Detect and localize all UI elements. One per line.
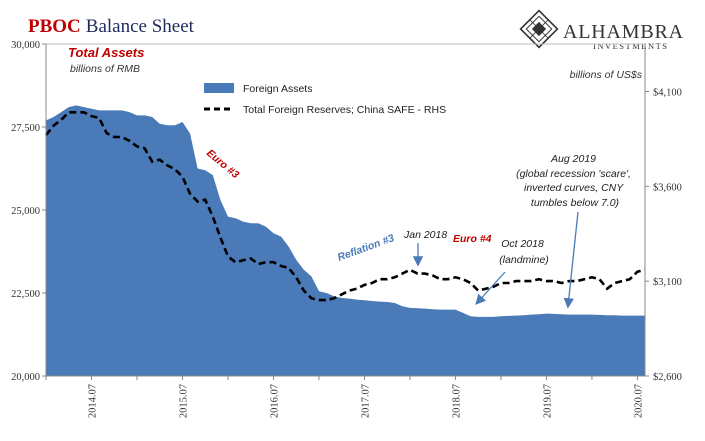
aug2019-line-1: Aug 2019 — [550, 153, 596, 165]
right-axis-ticks: $4,100 $3,600 $3,100 $2,600 — [645, 87, 682, 383]
left-axis-ticks: 30,000 27,500 25,000 22,500 20,000 — [11, 40, 46, 383]
right-tick-label: $3,600 — [653, 182, 682, 193]
legend: Foreign Assets Total Foreign Reserves; C… — [204, 83, 446, 116]
left-tick-label: 22,500 — [11, 289, 40, 300]
logo-sub: INVESTMENTS — [593, 41, 669, 51]
annotation-aug2019: Aug 2019 (global recession 'scare', inve… — [516, 153, 634, 209]
aug2019-line-3: inverted curves, CNY — [524, 182, 624, 194]
title-balance-sheet: Balance Sheet — [86, 16, 195, 37]
right-tick-label: $4,100 — [653, 87, 682, 98]
right-axis-unit: billions of US$s — [570, 69, 643, 81]
oct2018-arrow — [475, 271, 506, 305]
legend-label-reserves: Total Foreign Reserves; China SAFE - RHS — [243, 104, 446, 116]
left-axis-title: Total Assets — [68, 45, 144, 60]
x-tick-label: 2017.07 — [361, 384, 372, 418]
x-tick-label: 2015.07 — [179, 384, 190, 418]
series-total-foreign-reserves-line — [44, 111, 646, 302]
left-tick-label: 27,500 — [11, 123, 40, 134]
annotation-reflation3: Reflation #3 — [336, 232, 396, 264]
right-tick-label: $2,600 — [653, 372, 682, 383]
foreign-assets-area-layer — [46, 105, 645, 377]
aug2019-arrow — [563, 211, 579, 309]
reserves-line-layer — [44, 111, 646, 302]
x-axis-ticks: 2014.07 2015.07 2016.07 2017.07 2018.07 2019.… — [45, 376, 644, 418]
right-tick-label: $3,100 — [653, 277, 682, 288]
logo-diamond-icon — [519, 9, 559, 49]
left-tick-label: 25,000 — [11, 206, 40, 217]
chart-title: PBOC Balance Sheet — [28, 16, 195, 37]
title-pboc: PBOC — [28, 16, 81, 37]
left-tick-label: 20,000 — [11, 372, 40, 383]
x-tick-label: 2019.07 — [542, 384, 553, 418]
x-tick-label: 2018.07 — [451, 384, 462, 418]
annotation-euro4: Euro #4 — [453, 233, 492, 245]
x-tick-label: 2016.07 — [270, 384, 281, 418]
left-tick-label: 30,000 — [11, 40, 40, 51]
legend-label-foreign-assets: Foreign Assets — [243, 83, 312, 95]
left-axis-unit: billions of RMB — [70, 63, 140, 75]
oct2018-line-1: Oct 2018 — [501, 238, 544, 250]
oct2018-line-2: (landmine) — [499, 254, 549, 266]
aug2019-line-4: tumbles below 7.0) — [531, 197, 619, 209]
x-tick-label: 2014.07 — [88, 384, 99, 418]
alhambra-logo: ALHAMBRA INVESTMENTS — [519, 9, 684, 51]
legend-swatch-foreign-assets — [204, 83, 234, 93]
aug2019-line-2: (global recession 'scare', — [516, 168, 631, 180]
logo-name: ALHAMBRA — [563, 21, 684, 43]
x-tick-label: 2020.07 — [633, 384, 644, 418]
series-foreign-assets-area — [46, 105, 645, 377]
annotation-oct2018: Oct 2018 (landmine) — [499, 238, 549, 266]
annotation-jan2018: Jan 2018 — [403, 229, 447, 241]
